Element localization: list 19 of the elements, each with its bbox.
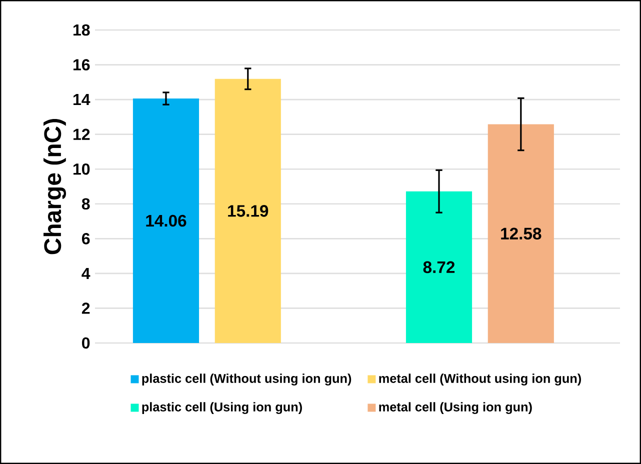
y-tick-label: 14 <box>74 94 90 106</box>
legend-label: plastic cell (Using ion gun) <box>142 402 302 414</box>
y-axis-title: Charge (nC) <box>44 119 66 254</box>
legend-label: metal cell (Using ion gun) <box>379 402 532 414</box>
y-tick-label: 2 <box>82 302 90 314</box>
y-tick-label: 0 <box>82 337 90 349</box>
data-label: 15.19 <box>228 205 268 217</box>
y-tick-label: 16 <box>74 59 90 70</box>
legend-label: metal cell (Without using ion gun) <box>379 374 581 386</box>
legend-label: plastic cell (Without using ion gun) <box>142 374 352 386</box>
y-tick-label: 12 <box>74 128 90 140</box>
data-label: 8.72 <box>423 261 455 274</box>
data-label: 12.58 <box>501 228 542 240</box>
y-tick-label: 18 <box>74 24 90 36</box>
y-tick-label: 8 <box>82 198 90 210</box>
y-tick-label: 4 <box>82 268 90 279</box>
y-tick-label: 10 <box>74 163 90 175</box>
y-tick-label: 6 <box>82 233 90 244</box>
data-label: 14.06 <box>146 214 186 227</box>
